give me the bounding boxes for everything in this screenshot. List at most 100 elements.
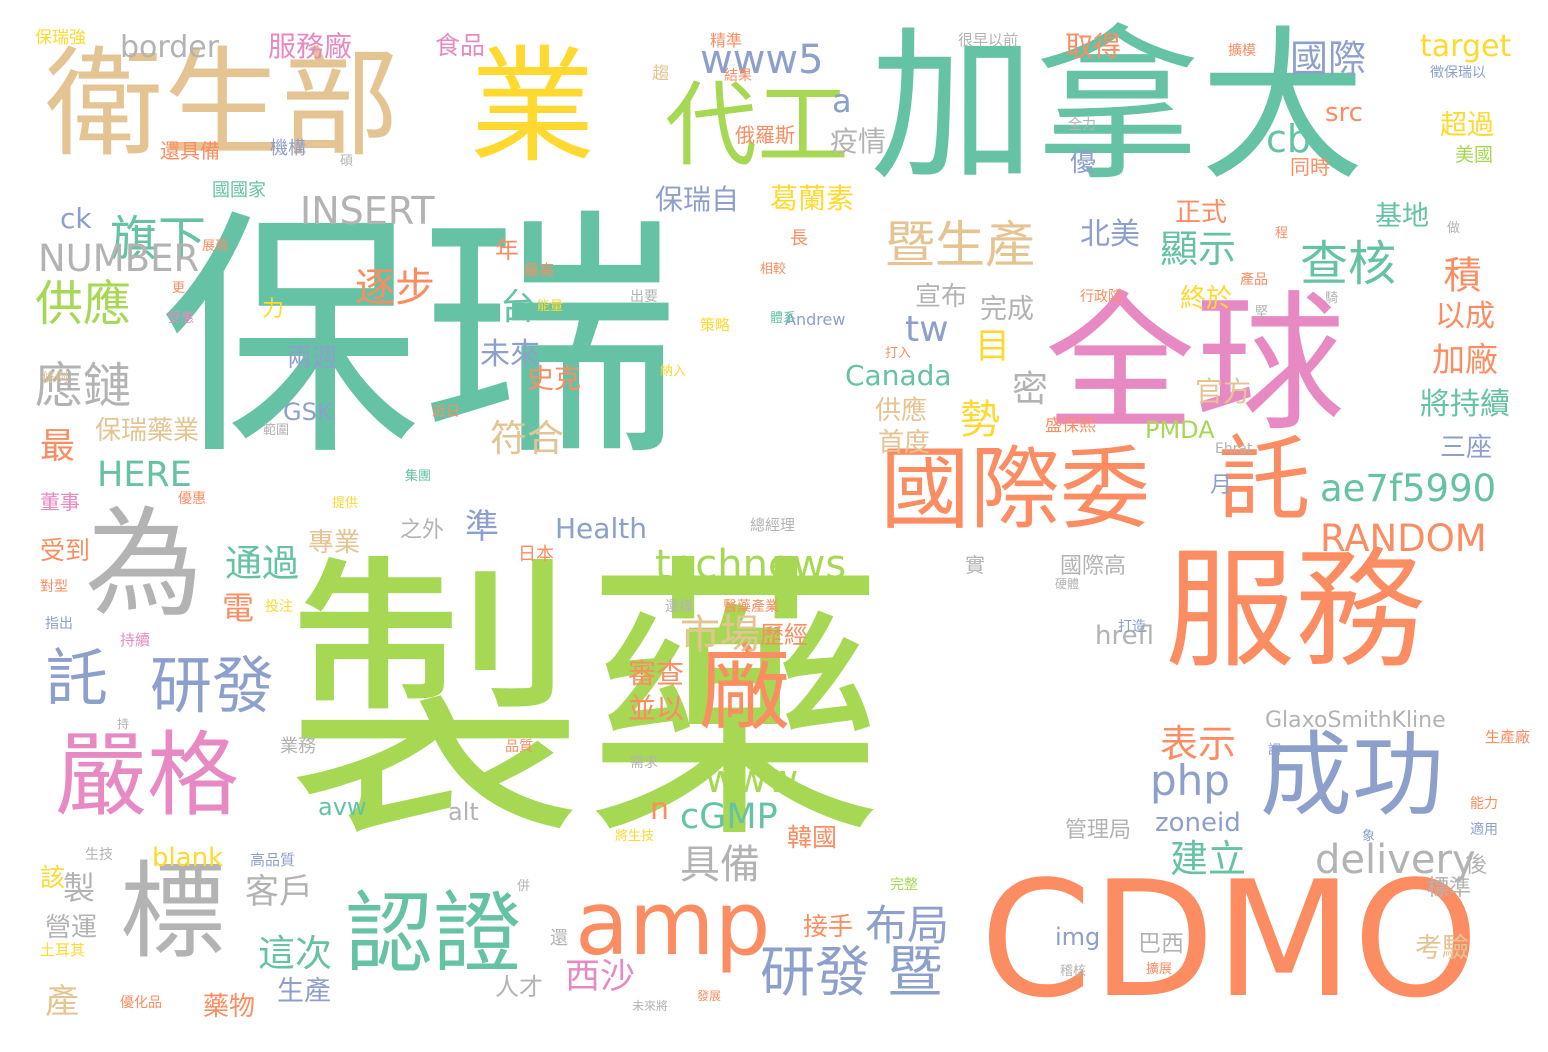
word-item: 體系 — [770, 311, 797, 326]
word-item: 對型 — [40, 579, 68, 595]
word-item: 優 — [1070, 148, 1097, 178]
word-item: 年 — [495, 236, 519, 264]
word-item: 為 — [85, 495, 204, 633]
word-item: 持續 — [120, 631, 151, 649]
word-item: 最高 — [524, 261, 555, 279]
word-item: 業 — [470, 35, 595, 180]
word-item: 布局 — [865, 901, 950, 950]
word-item: 未來將 — [632, 999, 669, 1013]
word-item: alt — [448, 798, 479, 826]
word-item: 營運 — [45, 913, 98, 943]
word-item: 相較 — [760, 262, 787, 277]
word-item: 認證 — [345, 882, 522, 985]
word-item: 出要 — [630, 289, 658, 305]
word-item: 韓國 — [787, 823, 838, 852]
word-item: 託 — [35, 645, 108, 707]
word-item: 併 — [517, 879, 531, 894]
word-item: 基地 — [1375, 201, 1429, 232]
word-item: 象 — [1362, 829, 1376, 844]
word-item: 盛保熙 — [1045, 416, 1096, 436]
word-item: 保瑞 — [160, 189, 680, 491]
word-item: 標準 — [1427, 876, 1472, 901]
word-item: Health — [555, 512, 647, 545]
word-item: 之外 — [400, 518, 445, 543]
word-item: 優惠 — [178, 491, 206, 507]
word-item: 持 — [117, 717, 130, 731]
word-item: 需求 — [630, 755, 658, 771]
word-item: 擴展 — [1146, 962, 1173, 977]
word-item: 製 — [63, 869, 96, 907]
word-item: 騎 — [1325, 291, 1339, 306]
word-item: 最 — [40, 427, 76, 467]
word-item: 近日 — [432, 404, 460, 420]
word-item: 土耳其 — [40, 941, 86, 959]
word-item: 董事 — [40, 490, 80, 514]
word-item: 客戶 — [245, 872, 313, 912]
word-item: avw — [318, 793, 367, 821]
word-item: 表示 — [1160, 722, 1237, 766]
word-item: 逐步 — [355, 265, 435, 311]
word-item: HERE — [97, 455, 192, 495]
word-item: 建立 — [1170, 837, 1247, 881]
word-item: 歷經 — [760, 621, 808, 649]
word-item: 標 — [120, 851, 226, 973]
word-item: 台 — [500, 287, 537, 328]
word-item: 電 — [222, 589, 255, 627]
word-item: 疫情 — [830, 125, 887, 158]
word-item: 積 — [1437, 255, 1481, 293]
word-item: 程 — [1275, 226, 1289, 241]
word-item: 衛生部 — [45, 35, 400, 173]
word-item: 國國家 — [212, 180, 266, 201]
word-item: 官方 — [1195, 375, 1252, 408]
word-item: 勢 — [960, 397, 1000, 443]
word-item: 葛蘭素 — [770, 182, 855, 215]
word-item: 密 — [1012, 369, 1049, 410]
word-item: 史克 — [527, 364, 581, 395]
word-item: 能量 — [537, 299, 564, 314]
word-item: 徵保瑞以 — [1430, 65, 1486, 81]
word-item: 目 — [975, 327, 1011, 367]
word-item: 旗下 — [110, 211, 207, 267]
word-item: 生技 — [85, 847, 113, 863]
word-item: 全力 — [1068, 117, 1096, 133]
word-item: 將生技 — [615, 829, 655, 844]
word-item: 機構 — [270, 138, 306, 159]
word-item: 託 — [1203, 430, 1310, 522]
word-item: cGMP — [680, 797, 778, 837]
word-item: 策略 — [700, 316, 731, 334]
word-item: a — [832, 82, 852, 120]
word-item: 正式 — [1175, 198, 1228, 228]
word-item: 完整 — [890, 877, 918, 893]
word-item: 完成 — [980, 294, 1034, 325]
word-item: 加拿大 — [870, 11, 1365, 203]
word-item: 做 — [1447, 221, 1461, 236]
word-item: 食品 — [435, 31, 486, 60]
word-item: 適用 — [1470, 822, 1498, 838]
word-item: 製藥 — [285, 530, 885, 879]
word-item: 還 — [550, 928, 568, 949]
word-item: 考驗 — [1415, 933, 1469, 964]
word-item: 研發 暨 — [760, 940, 943, 1004]
word-item: 行政院 — [1080, 289, 1122, 305]
word-item: 具備 — [680, 842, 760, 888]
word-item: 北美 — [1080, 217, 1140, 252]
word-item: 範圍 — [263, 423, 290, 438]
word-item: 保瑞強 — [35, 28, 86, 48]
word-item: php — [1150, 756, 1230, 805]
word-item: 結果 — [724, 68, 752, 84]
word-item: technews — [655, 542, 847, 588]
word-item: 應鏈 — [35, 358, 132, 414]
word-item: 產品 — [1240, 272, 1268, 288]
word-item: 優化品 — [120, 995, 162, 1011]
word-item: 投注 — [265, 599, 293, 615]
word-item: target — [1420, 29, 1512, 64]
word-item: 俄羅斯 — [735, 123, 795, 147]
word-item: 藥物 — [203, 992, 256, 1022]
word-item: 查核 — [1300, 236, 1397, 292]
word-item: 成功 — [1260, 722, 1445, 829]
word-item: hrefl — [1095, 621, 1154, 651]
word-item: 國際高 — [1060, 554, 1127, 579]
word-item: 暨生產 — [885, 216, 1035, 274]
word-item: 取得 — [1065, 30, 1122, 63]
